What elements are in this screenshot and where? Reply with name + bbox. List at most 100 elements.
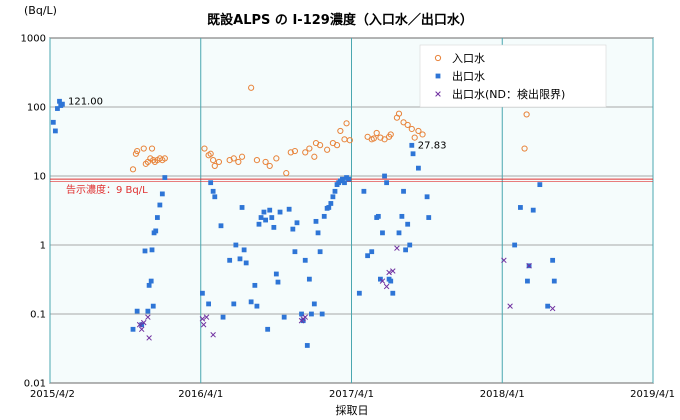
data-point-outlet [233, 242, 239, 248]
data-point-outlet [145, 308, 151, 314]
data-point-outlet-nd [138, 326, 145, 333]
data-point-outlet [384, 180, 390, 186]
nd-mark-stroke [302, 314, 308, 320]
data-point-outlet [321, 213, 327, 219]
data-point-outlet [313, 218, 319, 224]
data-point-outlet [326, 205, 332, 210]
data-point-outlet-nd [302, 314, 308, 320]
data-point-outlet [290, 226, 296, 232]
data-point-outlet [319, 311, 325, 317]
data-point-outlet [237, 256, 243, 262]
data-point-outlet [342, 180, 347, 186]
data-point-outlet [157, 202, 163, 208]
data-point-outlet [239, 205, 245, 210]
chart-title: 既設ALPS の I-129濃度（入口水／出口水） [207, 12, 473, 28]
data-point-outlet [306, 276, 312, 282]
data-point-outlet [267, 207, 273, 213]
data-point-outlet [55, 106, 60, 111]
data-point-inlet [311, 153, 318, 160]
data-point-outlet-nd [435, 91, 441, 97]
y-tick-label: 1 [40, 241, 46, 252]
data-point-inlet [129, 166, 137, 173]
data-point-inlet [387, 131, 394, 138]
y-tick-label: 100 [27, 103, 46, 114]
data-point-outlet [50, 119, 56, 125]
data-point-outlet [405, 221, 411, 227]
data-point-inlet [266, 162, 273, 170]
data-point-outlet [346, 176, 352, 182]
data-point-outlet [311, 301, 317, 307]
data-point-inlet [215, 158, 223, 166]
nd-mark-stroke [141, 319, 147, 326]
data-point-outlet [263, 217, 268, 223]
nd-mark-stroke [383, 283, 390, 290]
data-point-outlet [518, 205, 523, 210]
data-point-outlet [150, 303, 156, 309]
data-point-inlet [211, 162, 218, 170]
data-point-outlet [309, 311, 314, 317]
data-point-inlet [207, 150, 214, 157]
data-point-inlet [346, 137, 353, 144]
data-point-outlet-nd [507, 303, 513, 309]
data-point-inlet [317, 142, 324, 149]
data-point-inlet [140, 145, 147, 152]
data-point-inlet [230, 155, 237, 162]
y-tick-label: 0.01 [24, 379, 46, 390]
data-point-outlet [275, 279, 281, 285]
nd-mark-stroke [138, 326, 145, 333]
tick-labels: 0.01 0.1 1 10 100 1000 2015/4/2 2016/4/1 2017/4/… [21, 34, 675, 401]
data-point-outlet-nd [383, 283, 390, 290]
data-point-outlet [550, 257, 556, 263]
data-point-outlet [134, 308, 140, 314]
data-point-outlet [52, 128, 58, 134]
nd-mark-stroke [145, 314, 151, 320]
reference-line-group: 告示濃度：9 Bq/L [50, 178, 653, 196]
nd-mark-stroke [435, 91, 441, 97]
data-point-outlet [375, 213, 381, 219]
data-point-inlet [210, 156, 217, 164]
data-label: 27.83 [418, 140, 447, 151]
data-point-outlet-nd [203, 314, 210, 320]
data-point-inlet [238, 153, 246, 160]
data-point-inlet [253, 156, 261, 164]
legend-box [419, 44, 607, 108]
data-point-outlet [300, 318, 306, 324]
data-point-outlet-nd [136, 321, 143, 328]
data-point-outlet-nd [526, 263, 532, 269]
data-point-outlet [328, 201, 334, 206]
data-point-outlet [130, 326, 136, 332]
data-point-outlet [231, 301, 237, 307]
data-point-outlet [403, 247, 409, 253]
data-point-outlet [243, 260, 249, 266]
x-tick-label: 2015/4/2 [30, 389, 75, 400]
x-tick-label: 2016/4/1 [178, 389, 223, 400]
series-2 [136, 245, 556, 341]
data-point-outlet-nd [549, 305, 556, 312]
data-point-outlet [304, 343, 310, 348]
data-point-inlet [404, 121, 411, 129]
data-point-outlet [212, 194, 218, 200]
data-point-outlet [241, 247, 247, 253]
data-point-outlet-nd [200, 321, 207, 328]
data-point-outlet [399, 213, 405, 219]
data-point-inlet [523, 111, 530, 118]
data-point-outlet [210, 188, 216, 194]
data-point-outlet [208, 180, 214, 186]
data-point-inlet [411, 134, 418, 141]
data-point-outlet [149, 247, 155, 253]
data-point-outlet [512, 242, 518, 248]
nd-mark-stroke [507, 303, 513, 309]
nd-mark-stroke [386, 269, 392, 276]
reference-line-label: 告示濃度：9 Bq/L [66, 183, 148, 196]
legend-entry-label: 出口水(ND：検出限界) [452, 87, 565, 101]
data-point-inlet [161, 155, 168, 162]
data-point-outlet [390, 290, 396, 296]
data-point-outlet-nd [145, 314, 151, 320]
data-point-outlet [218, 223, 224, 229]
data-point-inlet [302, 149, 309, 156]
data-point-outlet [286, 206, 292, 212]
data-point-outlet [273, 271, 279, 277]
nd-mark-stroke [199, 316, 206, 322]
data-point-inlet [415, 127, 422, 135]
